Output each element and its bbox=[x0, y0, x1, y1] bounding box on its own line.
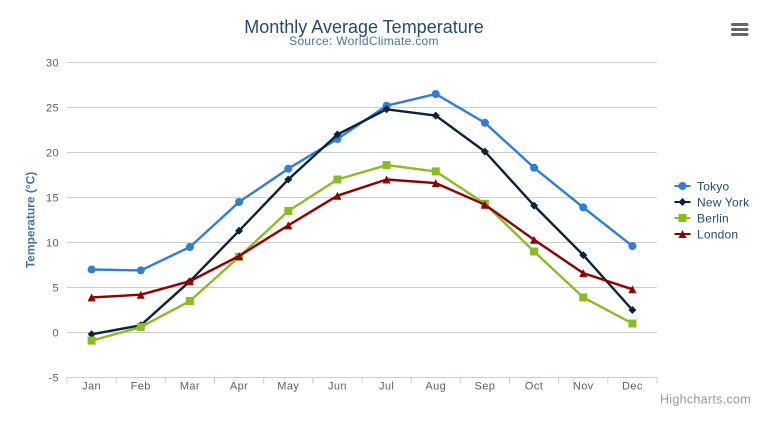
svg-text:Temperature (°C): Temperature (°C) bbox=[24, 172, 38, 269]
svg-text:Monthly Average Temperature: Monthly Average Temperature bbox=[244, 17, 483, 37]
svg-text:30: 30 bbox=[46, 58, 59, 70]
svg-text:Source: WorldClimate.com: Source: WorldClimate.com bbox=[289, 34, 439, 48]
svg-text:Nov: Nov bbox=[573, 381, 594, 393]
svg-text:Jul: Jul bbox=[379, 381, 394, 393]
svg-text:20: 20 bbox=[46, 148, 59, 160]
svg-text:5: 5 bbox=[52, 283, 59, 295]
svg-text:New York: New York bbox=[697, 196, 750, 210]
svg-text:Dec: Dec bbox=[622, 381, 643, 393]
svg-text:Berlin: Berlin bbox=[697, 212, 729, 226]
svg-text:-5: -5 bbox=[48, 373, 59, 385]
svg-text:Feb: Feb bbox=[131, 381, 151, 393]
svg-text:Highcharts.com: Highcharts.com bbox=[660, 393, 751, 407]
svg-text:Apr: Apr bbox=[230, 381, 248, 393]
svg-text:Jan: Jan bbox=[82, 381, 101, 393]
svg-text:15: 15 bbox=[46, 193, 59, 205]
svg-text:0: 0 bbox=[52, 328, 59, 340]
svg-text:25: 25 bbox=[46, 103, 59, 115]
svg-text:Oct: Oct bbox=[525, 381, 543, 393]
svg-text:Sep: Sep bbox=[475, 381, 496, 393]
svg-text:Aug: Aug bbox=[425, 381, 446, 393]
svg-text:May: May bbox=[277, 381, 299, 393]
svg-text:Tokyo: Tokyo bbox=[697, 180, 729, 194]
svg-text:Mar: Mar bbox=[180, 381, 200, 393]
svg-text:Jun: Jun bbox=[328, 381, 347, 393]
svg-text:London: London bbox=[697, 228, 738, 242]
svg-text:10: 10 bbox=[46, 238, 59, 250]
